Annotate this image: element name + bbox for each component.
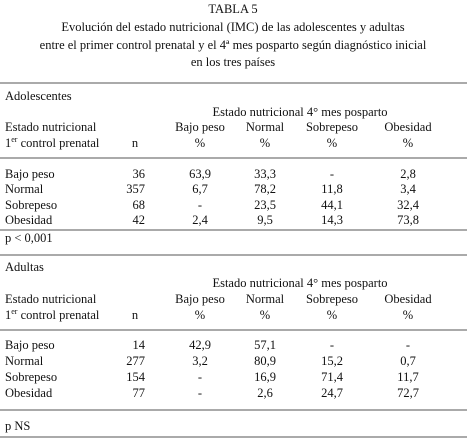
cell: 24,7	[321, 386, 343, 400]
column-header: Bajo peso	[175, 120, 225, 134]
cell: 357	[126, 182, 145, 196]
cell: -	[198, 198, 202, 212]
cell: 33,3	[254, 167, 276, 181]
title-line: en los tres países	[191, 55, 275, 69]
title-line: TABLA 5	[208, 2, 257, 16]
row-header: 1er control prenatal	[5, 307, 100, 322]
title-line: entre el primer control prenatal y el 4ª…	[40, 38, 427, 52]
cell: 42	[133, 213, 146, 227]
cell: 11,8	[321, 182, 342, 196]
cell: 72,7	[397, 386, 419, 400]
cell: -	[198, 386, 202, 400]
footnote: p NS	[5, 419, 30, 433]
column-unit: %	[327, 136, 337, 150]
cell: 36	[133, 167, 146, 181]
cell: 9,5	[257, 213, 273, 227]
column-header: Bajo peso	[175, 292, 225, 306]
row-header-part: 1	[5, 308, 11, 322]
n-header: n	[132, 308, 139, 322]
title-line: Evolución del estado nutricional (IMC) d…	[61, 20, 404, 34]
cell: 77	[133, 386, 146, 400]
column-header: Obesidad	[384, 120, 432, 134]
column-header: Normal	[246, 292, 285, 306]
group-header: Estado nutricional 4° mes posparto	[212, 105, 387, 119]
row-label: Normal	[5, 354, 44, 368]
cell: 14,3	[321, 213, 343, 227]
cell: 154	[126, 370, 146, 384]
cell: 78,2	[254, 182, 276, 196]
section-title: Adultas	[5, 260, 44, 274]
section-title: Adolescentes	[5, 89, 72, 103]
cell: 71,4	[321, 370, 344, 384]
cell: 15,2	[321, 354, 343, 368]
column-header: Sobrepeso	[306, 120, 358, 134]
cell: 42,9	[189, 338, 211, 352]
column-header: Normal	[246, 120, 285, 134]
row-label: Bajo peso	[5, 167, 55, 181]
row-header-part: 1	[5, 136, 11, 150]
cell: 57,1	[254, 338, 276, 352]
cell: 68	[133, 198, 146, 212]
column-header: Obesidad	[384, 292, 432, 306]
column-unit: %	[260, 136, 270, 150]
row-label: Obesidad	[5, 213, 53, 227]
cell: 14	[133, 338, 146, 352]
cell: 16,9	[254, 370, 276, 384]
column-unit: %	[195, 136, 205, 150]
row-label: Normal	[5, 182, 44, 196]
footnote: p < 0,001	[5, 231, 53, 245]
column-header: Sobrepeso	[306, 292, 358, 306]
row-header: Estado nutricional	[5, 292, 97, 306]
cell: -	[330, 338, 334, 352]
cell: 73,8	[397, 213, 419, 227]
cell: 2,4	[192, 213, 208, 227]
cell: 3,4	[400, 182, 416, 196]
column-unit: %	[403, 308, 413, 322]
row-header-part: control prenatal	[17, 308, 99, 322]
column-unit: %	[327, 308, 337, 322]
row-label: Sobrepeso	[5, 198, 57, 212]
cell: -	[198, 370, 202, 384]
cell: 80,9	[254, 354, 276, 368]
cell: 11,7	[397, 370, 418, 384]
cell: -	[406, 338, 410, 352]
cell: -	[330, 167, 334, 181]
row-header-sup: er	[11, 307, 18, 316]
row-header-part: control prenatal	[17, 136, 99, 150]
n-header: n	[132, 136, 139, 150]
column-unit: %	[260, 308, 270, 322]
cell: 2,6	[257, 386, 273, 400]
row-header: 1er control prenatal	[5, 135, 100, 150]
cell: 44,1	[321, 198, 343, 212]
row-label: Obesidad	[5, 386, 53, 400]
cell: 6,7	[192, 182, 208, 196]
row-label: Bajo peso	[5, 338, 55, 352]
row-header: Estado nutricional	[5, 120, 97, 134]
row-header-sup: er	[11, 135, 18, 144]
column-unit: %	[403, 136, 413, 150]
cell: 63,9	[189, 167, 211, 181]
group-header: Estado nutricional 4° mes posparto	[212, 276, 387, 290]
row-label: Sobrepeso	[5, 370, 57, 384]
cell: 0,7	[400, 354, 416, 368]
cell: 3,2	[192, 354, 208, 368]
cell: 32,4	[397, 198, 420, 212]
cell: 23,5	[254, 198, 276, 212]
column-unit: %	[195, 308, 205, 322]
cell: 2,8	[400, 167, 416, 181]
cell: 277	[126, 354, 145, 368]
